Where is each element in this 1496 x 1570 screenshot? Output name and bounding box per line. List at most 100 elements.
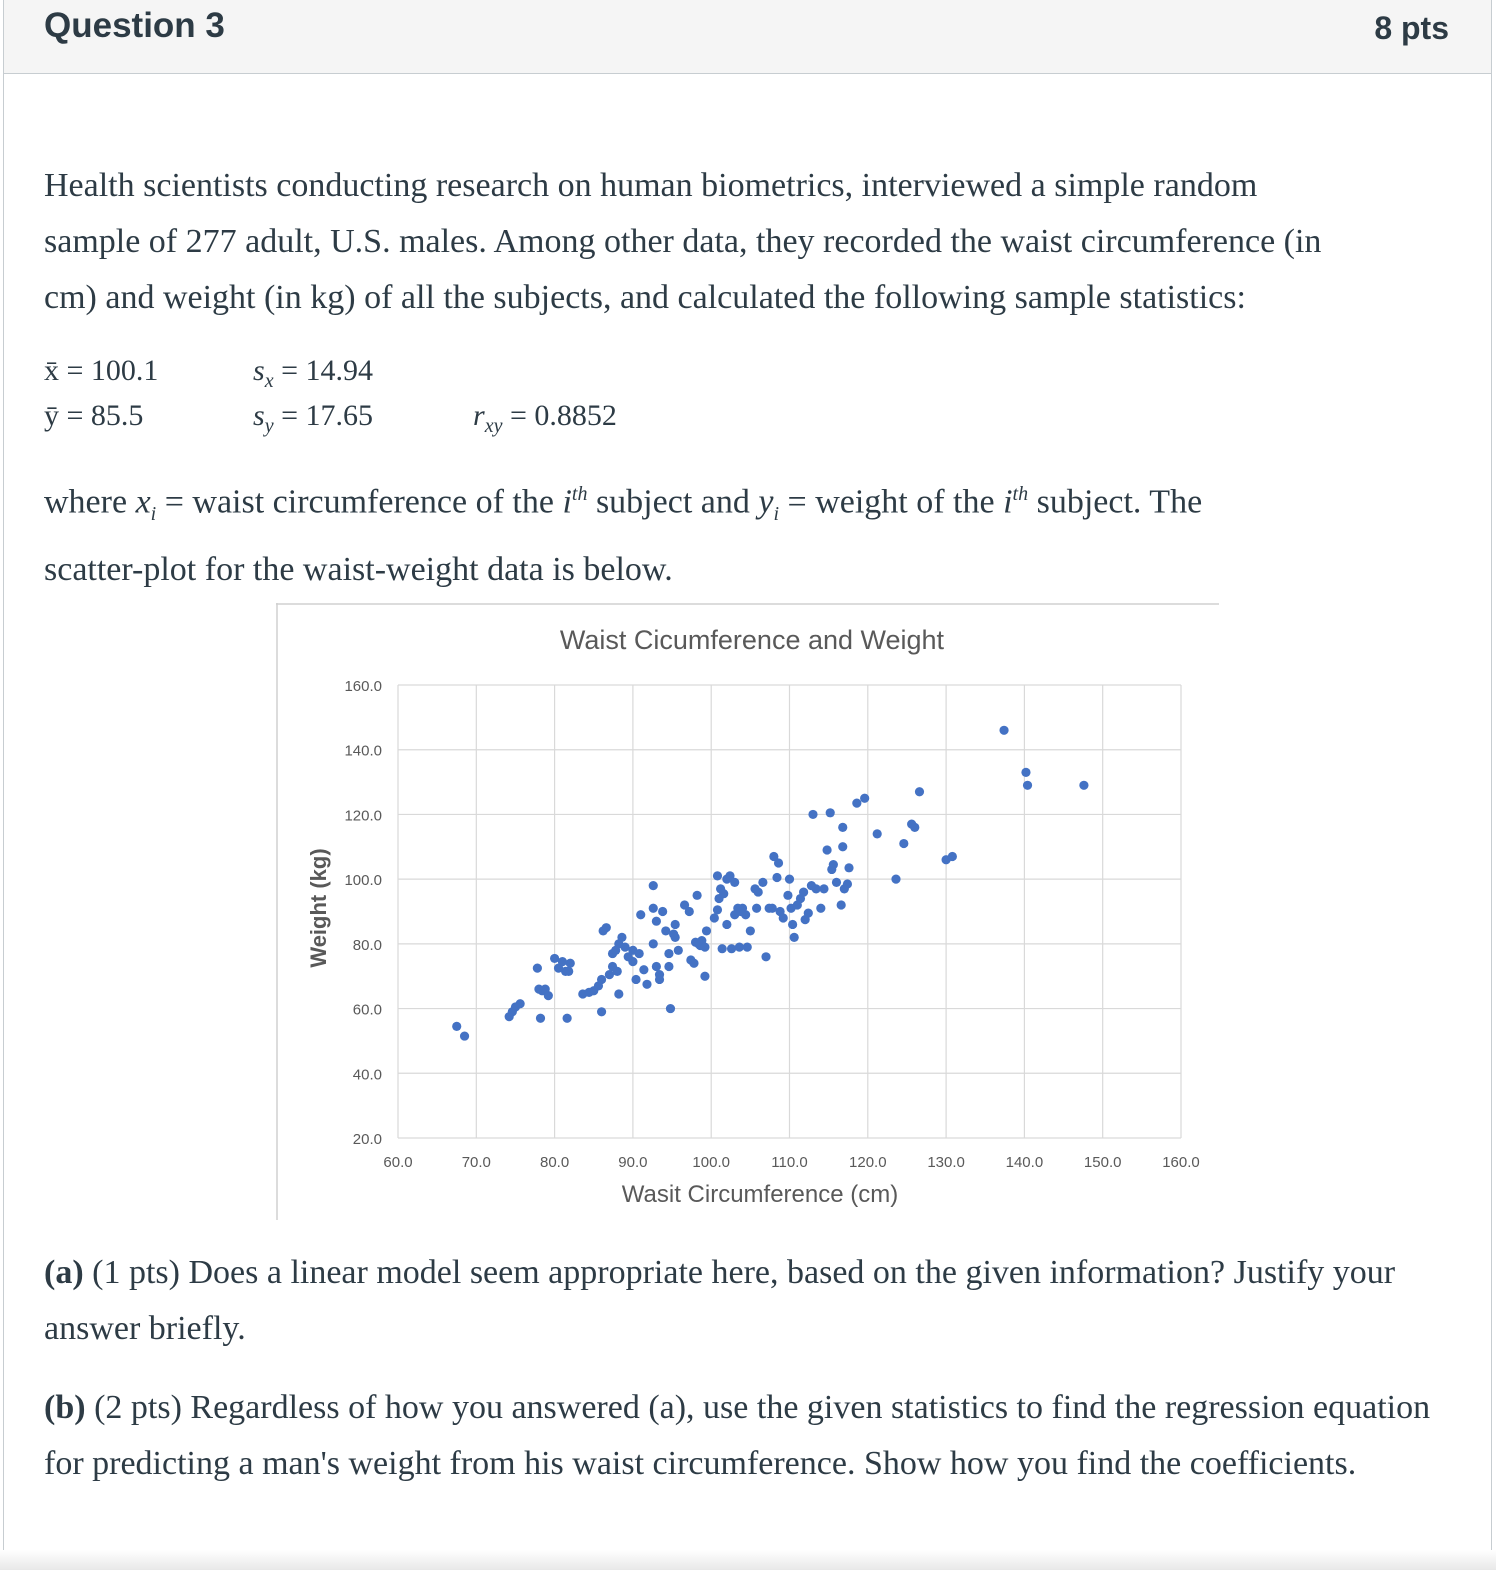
stat-rxy: rxy = 0.8852 xyxy=(473,399,617,438)
data-point xyxy=(808,809,818,820)
data-point xyxy=(604,969,615,980)
chart-title: Waist Cicumference and Weight xyxy=(560,625,945,655)
data-point xyxy=(612,966,622,976)
data-point xyxy=(891,874,901,884)
where-i-2: i xyxy=(1003,483,1013,521)
data-point xyxy=(564,966,574,976)
bottom-scroll-edge xyxy=(0,1550,1496,1570)
data-point xyxy=(784,874,795,884)
data-point xyxy=(825,808,835,818)
y-tick-label: 160.0 xyxy=(344,678,382,695)
x-tick-label: 110.0 xyxy=(771,1154,807,1171)
part-a-label: (a) xyxy=(44,1254,84,1291)
data-point xyxy=(664,961,674,972)
x-tick-labels: 60.0 70.0 80.0 90.0 100.0 110.0 120.0 130.0 140.… xyxy=(383,1154,1199,1171)
question-title: Question 3 xyxy=(44,6,225,45)
data-point xyxy=(565,958,575,968)
where-th-2: th xyxy=(1012,483,1029,505)
data-point xyxy=(725,871,735,881)
data-point xyxy=(822,845,832,855)
stat-sx-sub: x xyxy=(264,370,274,392)
data-point xyxy=(614,989,624,999)
data-point xyxy=(788,919,798,930)
data-point xyxy=(658,906,668,917)
data-point xyxy=(596,974,607,985)
x-axis-label: Wasit Circumference (cm) xyxy=(622,1181,898,1208)
stat-sx-symbol: s xyxy=(253,354,265,387)
data-point xyxy=(819,884,829,894)
data-point xyxy=(673,945,683,955)
where-yi-sub: i xyxy=(773,503,780,526)
stat-rxy-value: = 0.8852 xyxy=(502,399,617,432)
data-point xyxy=(709,913,719,923)
stat-ybar: ȳ = 85.5 xyxy=(44,399,144,432)
data-point xyxy=(557,957,568,967)
data-points xyxy=(452,725,1089,1041)
where-part-3: subject and xyxy=(587,483,759,521)
data-point xyxy=(773,858,784,868)
y-tick-label: 100.0 xyxy=(344,872,382,889)
stat-rxy-symbol: r xyxy=(473,399,485,432)
x-tick-label: 80.0 xyxy=(540,1154,569,1171)
data-point xyxy=(670,932,680,942)
intro-line-1: Health scientists conducting research on… xyxy=(44,167,1258,204)
where-line-2: scatter-plot for the waist-weight data i… xyxy=(44,551,673,589)
intro-line-2: sample of 277 adult, U.S. males. Among o… xyxy=(44,223,1322,260)
stat-rxy-sub: xy xyxy=(484,415,503,437)
data-point xyxy=(752,903,762,913)
data-point xyxy=(642,979,652,989)
data-point xyxy=(601,923,611,933)
stat-sy: sy = 17.65 xyxy=(253,399,373,438)
x-tick-label: 60.0 xyxy=(383,1154,412,1171)
x-tick-label: 90.0 xyxy=(618,1154,647,1171)
data-point xyxy=(639,965,649,975)
data-point xyxy=(860,793,870,803)
stat-sy-symbol: s xyxy=(253,399,265,432)
x-tick-label: 160.0 xyxy=(1162,1154,1200,1171)
data-point xyxy=(726,944,737,954)
data-point xyxy=(803,908,813,918)
data-point xyxy=(772,872,782,883)
data-point xyxy=(844,863,854,873)
y-tick-label: 40.0 xyxy=(353,1066,382,1083)
where-yi: y xyxy=(758,483,774,521)
data-point xyxy=(651,916,661,926)
where-th-1: th xyxy=(571,483,588,505)
data-point xyxy=(452,1021,462,1031)
data-point xyxy=(910,822,920,832)
data-point xyxy=(664,948,674,959)
data-point xyxy=(798,887,809,897)
data-point xyxy=(838,842,848,852)
data-point xyxy=(651,961,661,972)
data-point xyxy=(852,798,862,808)
data-point xyxy=(722,919,732,930)
data-point xyxy=(730,877,740,887)
where-i-1: i xyxy=(562,483,572,521)
part-a-paragraph: (a) (1 pts) Does a linear model seem app… xyxy=(44,1254,1396,1347)
data-point xyxy=(745,926,755,936)
data-point xyxy=(648,939,658,949)
scatter-chart: Waist Cicumference and Weight 20.0 40.0 60… xyxy=(276,603,1219,1220)
where-part-5: subject. The xyxy=(1028,483,1203,521)
data-point xyxy=(562,1013,572,1023)
stat-sx: sx = 14.94 xyxy=(253,354,373,393)
x-tick-label: 120.0 xyxy=(849,1154,887,1171)
x-tick-label: 140.0 xyxy=(1006,1154,1044,1171)
data-point xyxy=(999,725,1009,735)
data-point xyxy=(515,999,525,1009)
stat-sx-value: = 14.94 xyxy=(273,354,373,387)
stat-xbar: x̄ = 100.1 xyxy=(44,354,159,387)
data-point xyxy=(596,1007,607,1017)
data-point xyxy=(670,919,680,930)
where-xi-sub: i xyxy=(150,503,157,526)
data-point xyxy=(679,900,690,910)
data-point xyxy=(769,851,779,862)
data-point xyxy=(947,851,957,862)
data-point xyxy=(838,822,848,832)
data-point xyxy=(741,910,751,920)
data-point xyxy=(742,942,752,952)
data-point xyxy=(761,952,771,962)
y-tick-label: 20.0 xyxy=(353,1131,382,1148)
data-point xyxy=(543,991,553,1001)
y-tick-label: 60.0 xyxy=(353,1002,382,1019)
